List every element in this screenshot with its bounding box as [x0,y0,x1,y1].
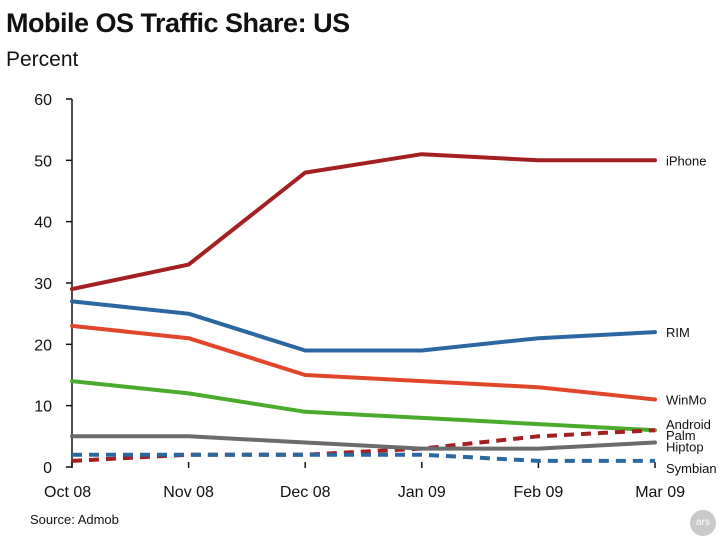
x-tick-label: Dec 08 [280,484,331,501]
y-tick-label: 10 [34,399,52,416]
x-tick-label: Mar 09 [635,484,685,501]
chart-title: Mobile OS Traffic Share: US [6,8,350,38]
series-label-iphone: iPhone [666,153,706,168]
series-label-android: Android [666,417,711,432]
y-tick-label: 0 [43,460,52,477]
y-tick-label: 50 [34,153,52,170]
series-line-symbian [72,452,655,463]
series-line-palm [71,428,656,463]
x-tick-label: Jan 09 [398,484,446,501]
source-note: Source: Admob [30,512,119,527]
x-tick-label: Nov 08 [163,484,214,501]
series-line-android [70,379,657,433]
y-tick-label: 60 [34,92,52,109]
series-label-palm: Palm [666,428,696,443]
x-tick-label: Feb 09 [513,484,563,501]
series-label-hiptop: Hiptop [666,439,704,454]
x-axis-ticks: Oct 08 Nov 08 Dec 08 Jan 09 Feb 09 Mar 09 [44,462,685,501]
series-line-hiptop [70,434,657,451]
y-tick-label: 40 [34,215,52,232]
y-axis-ticks: 0 10 20 30 40 50 60 [34,92,72,477]
series-line-rim [70,299,657,353]
x-tick-label: Oct 08 [44,484,91,501]
series-label-winmo: WinMo [666,393,706,408]
series-label-rim: RIM [666,325,690,340]
y-tick-label: 20 [34,337,52,354]
y-tick-label: 30 [34,276,52,293]
chart-subtitle: Percent [6,48,79,71]
series-line-iphone [70,152,657,292]
series-label-symbian: Symbian [666,461,717,476]
ars-logo: ars [690,510,716,536]
series-line-winmo [70,323,657,402]
series-lines [70,152,657,463]
